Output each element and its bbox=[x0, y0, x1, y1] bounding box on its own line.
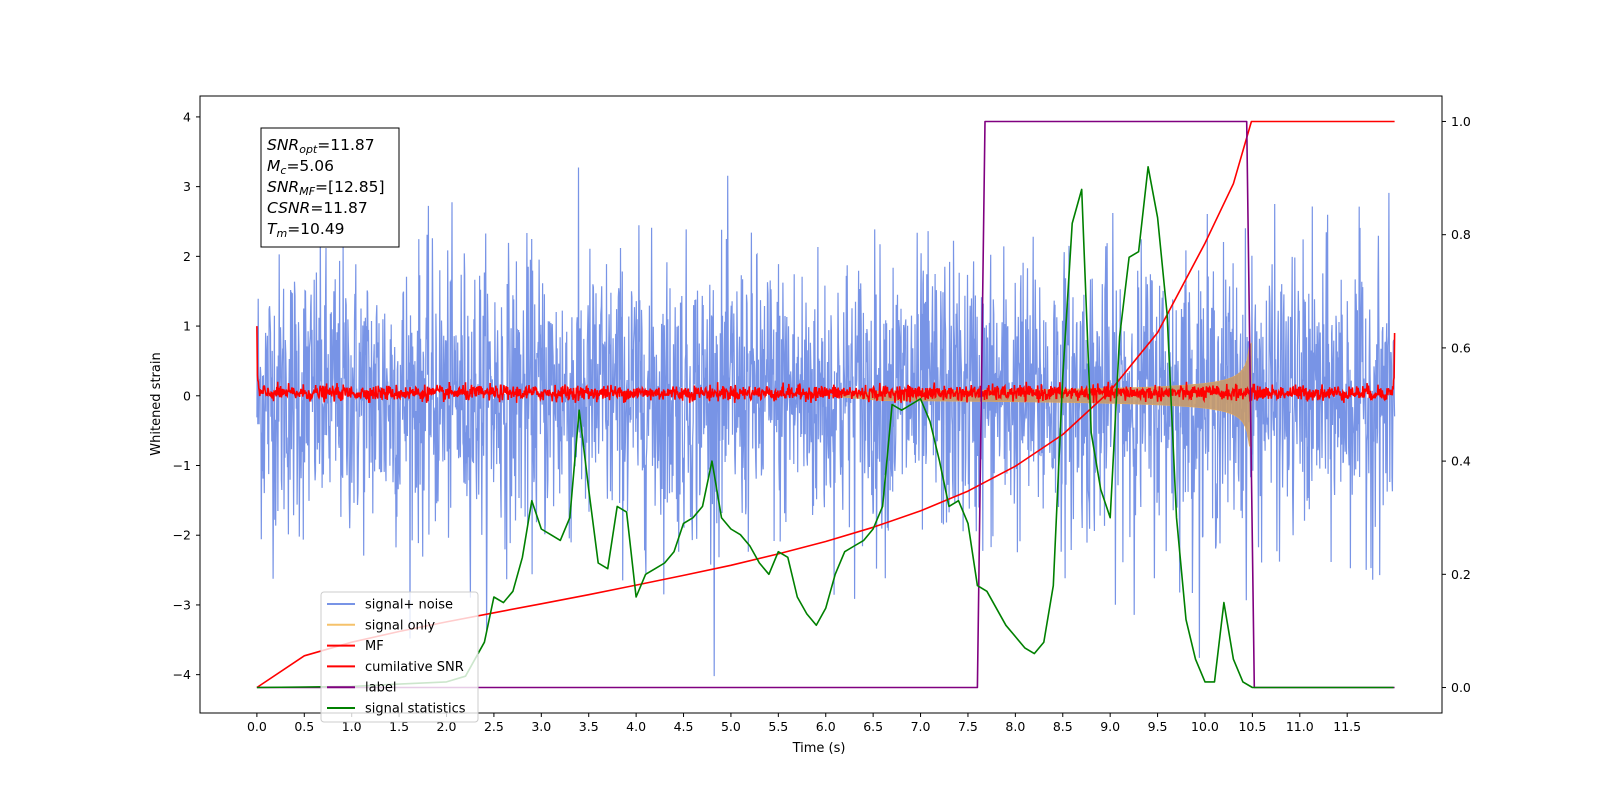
y-tick-label: −1 bbox=[173, 458, 191, 473]
x-tick-label: 9.5 bbox=[1148, 719, 1168, 734]
y2-axis-ticks: 0.0 0.2 0.4 0.6 0.8 1.0 bbox=[1442, 114, 1471, 695]
x-tick-label: 4.0 bbox=[626, 719, 646, 734]
x-tick-label: 7.0 bbox=[911, 719, 931, 734]
x-tick-label: 9.0 bbox=[1100, 719, 1120, 734]
y-tick-label: 1 bbox=[183, 319, 191, 334]
x-tick-label: 0.0 bbox=[247, 719, 267, 734]
y-tick-label: −2 bbox=[173, 528, 191, 543]
y2-tick-label: 0.8 bbox=[1451, 227, 1471, 242]
y-axis-label: Whitened strain bbox=[149, 352, 164, 455]
y-tick-label: 3 bbox=[183, 179, 191, 194]
x-tick-label: 8.0 bbox=[1005, 719, 1025, 734]
metrics-annotation-box: SNRopt=11.87Mc=5.06SNRMF=[12.85]CSNR=11.… bbox=[260, 127, 400, 248]
x-tick-label: 5.0 bbox=[721, 719, 741, 734]
x-tick-label: 5.5 bbox=[768, 719, 788, 734]
x-tick-label: 10.0 bbox=[1191, 719, 1219, 734]
legend-entry: label bbox=[365, 681, 396, 696]
y2-tick-label: 0.4 bbox=[1451, 454, 1471, 469]
series-signal-noise bbox=[256, 167, 1396, 677]
y-tick-label: 2 bbox=[183, 249, 191, 264]
legend: signal+ noise signal only MF cumilative SNR… bbox=[320, 591, 479, 723]
x-axis-label: Time (s) bbox=[792, 741, 846, 756]
metric-line: Tm=10.49 bbox=[267, 220, 345, 240]
y2-tick-label: 0.0 bbox=[1451, 680, 1471, 695]
axes-frame bbox=[199, 95, 1443, 714]
y2-tick-label: 0.6 bbox=[1451, 340, 1471, 355]
x-tick-label: 3.0 bbox=[531, 719, 551, 734]
x-tick-label: 6.0 bbox=[816, 719, 836, 734]
x-tick-label: 6.5 bbox=[863, 719, 883, 734]
x-axis-ticks: 0.0 0.5 1.0 1.5 2.0 2.5 3.0 3.5 4.0 4.5 5.0 5.5 6.0 6… bbox=[247, 713, 1361, 734]
x-tick-label: 2.0 bbox=[437, 719, 457, 734]
x-tick-label: 11.0 bbox=[1286, 719, 1314, 734]
x-tick-label: 1.0 bbox=[342, 719, 362, 734]
legend-frame bbox=[320, 591, 479, 723]
metric-line: Mc=5.06 bbox=[267, 157, 334, 177]
legend-entry: MF bbox=[365, 639, 384, 654]
y-tick-label: −3 bbox=[173, 597, 191, 612]
x-tick-label: 4.5 bbox=[674, 719, 694, 734]
legend-entry: cumilative SNR bbox=[365, 660, 464, 675]
x-tick-label: 8.5 bbox=[1053, 719, 1073, 734]
x-tick-label: 2.5 bbox=[484, 719, 504, 734]
x-tick-label: 1.5 bbox=[389, 719, 409, 734]
y2-tick-label: 1.0 bbox=[1451, 114, 1471, 129]
metric-line: SNRopt=11.87 bbox=[267, 136, 375, 156]
x-tick-label: 0.5 bbox=[294, 719, 314, 734]
legend-entry: signal only bbox=[365, 618, 435, 633]
metric-line: SNRMF=[12.85] bbox=[267, 178, 385, 198]
series-mf bbox=[256, 326, 1396, 404]
series-signal-statistics bbox=[256, 166, 1394, 689]
y-tick-label: 0 bbox=[183, 388, 191, 403]
x-tick-label: 3.5 bbox=[579, 719, 599, 734]
y-tick-label: 4 bbox=[183, 109, 191, 124]
legend-entry: signal statistics bbox=[365, 702, 466, 717]
series-layer bbox=[256, 120, 1396, 689]
y2-tick-label: 0.2 bbox=[1451, 567, 1471, 582]
metrics-box-frame bbox=[260, 127, 400, 248]
legend-entry: signal+ noise bbox=[365, 598, 453, 613]
metric-line: CSNR=11.87 bbox=[267, 199, 368, 217]
x-tick-label: 11.5 bbox=[1333, 719, 1361, 734]
y-axis-ticks: −4 −3 −2 −1 0 1 2 3 4 bbox=[173, 109, 200, 682]
x-tick-label: 7.5 bbox=[958, 719, 978, 734]
x-tick-label: 10.5 bbox=[1238, 719, 1266, 734]
y-tick-label: −4 bbox=[173, 667, 191, 682]
